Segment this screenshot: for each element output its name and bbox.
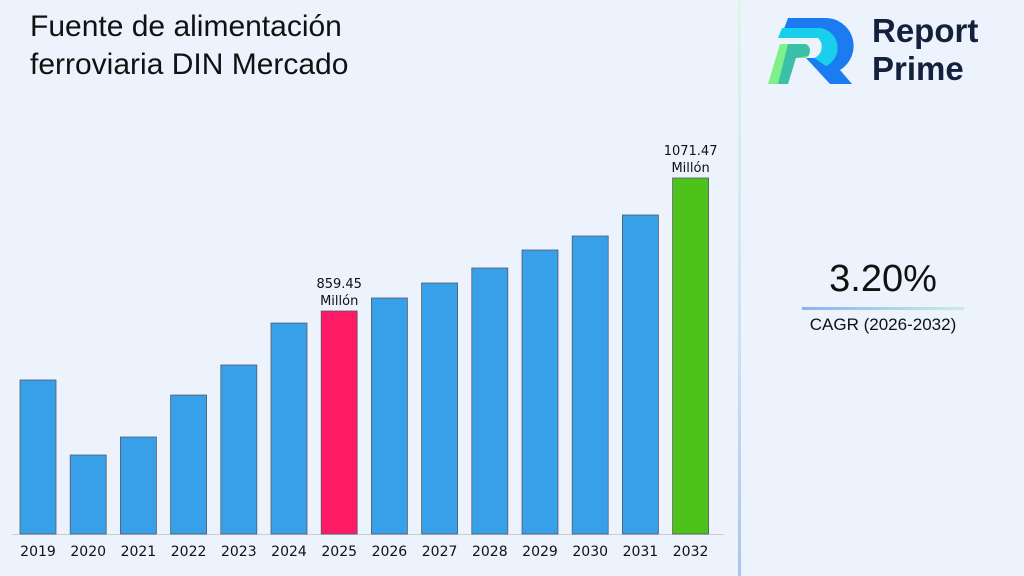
x-tick-label: 2024	[271, 544, 307, 560]
x-tick-label: 2028	[472, 544, 508, 560]
chart-title: Fuente de alimentación ferroviaria DIN M…	[30, 10, 349, 81]
data-label-value: 1071.47	[664, 144, 718, 159]
bar-2030	[571, 235, 609, 535]
bar-2025	[320, 310, 358, 535]
data-label-unit: Millón	[671, 161, 709, 176]
cagr-underline	[802, 307, 964, 310]
data-label-value: 859.45	[316, 277, 362, 292]
x-tick-label: 2030	[572, 544, 608, 560]
x-tick-label: 2032	[673, 544, 709, 560]
bar-2022	[170, 394, 208, 535]
x-tick-label: 2022	[171, 544, 207, 560]
x-tick-label: 2023	[221, 544, 257, 560]
cagr-value: 3.20%	[829, 258, 937, 300]
bar-2020	[69, 454, 107, 535]
x-tick-label: 2027	[422, 544, 458, 560]
bar-chart: 2019 2020 2021 2022 2023 2024 2025 2026 2027 2028…	[12, 144, 724, 560]
x-tick-label: 2029	[522, 544, 558, 560]
x-tick-label: 2031	[623, 544, 659, 560]
divider	[738, 0, 741, 576]
bar-2019	[19, 379, 57, 535]
bar-2023	[220, 364, 258, 535]
bar-2026	[370, 297, 408, 535]
bar-2031	[622, 214, 659, 535]
brand-name-line1: Report	[872, 12, 979, 49]
x-tick-label: 2021	[121, 544, 157, 560]
bar-2021	[120, 436, 157, 535]
x-tick-label: 2026	[372, 544, 408, 560]
bar-2024	[270, 322, 308, 535]
data-label-unit: Millón	[320, 294, 358, 309]
bar-2032	[672, 177, 709, 535]
bar-2029	[521, 249, 559, 535]
x-tick-label: 2020	[70, 544, 106, 560]
brand-name: Report Prime	[872, 12, 978, 88]
x-tick-label: 2025	[321, 544, 357, 560]
brand-name-line2: Prime	[872, 50, 964, 87]
report-prime-logo-icon	[768, 17, 854, 84]
bar-2028	[471, 267, 509, 535]
cagr-label: CAGR (2026-2032)	[809, 315, 957, 334]
bar-2027	[421, 282, 459, 535]
x-tick-label: 2019	[20, 544, 56, 560]
